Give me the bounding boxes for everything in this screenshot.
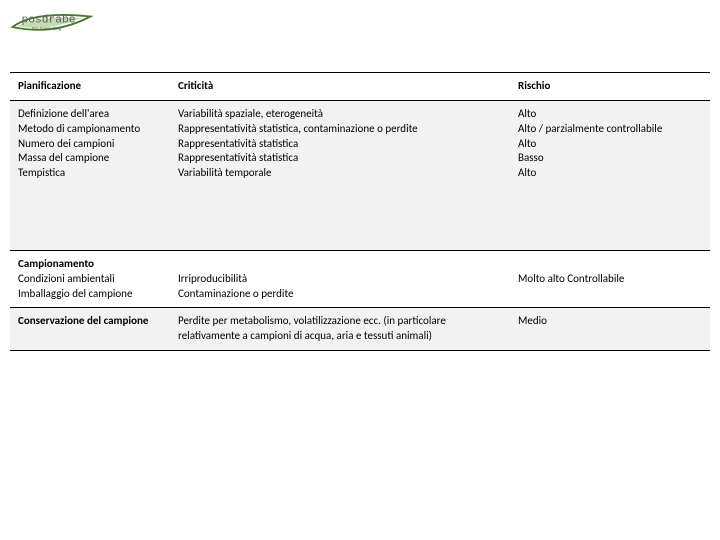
section-heading: Conservazione del campione — [18, 314, 162, 329]
plan-item: Massa del campione — [18, 151, 162, 166]
section-conservazione: Conservazione del campione Perdite per m… — [10, 308, 710, 351]
conservazione-items: Conservazione del campione — [10, 308, 170, 351]
plan-item: Condizioni ambientali — [18, 272, 162, 287]
risk-item: Basso — [518, 151, 702, 166]
risk-item: Alto — [518, 107, 702, 122]
col-header-risk: Rischio — [510, 73, 710, 101]
plan-item: Metodo di campionamento — [18, 122, 162, 137]
logo-text: posdrabe — [22, 15, 76, 27]
pianificazione-rischio: Alto Alto / parzialmente controllabile A… — [510, 100, 710, 250]
risk-item: Alto — [518, 166, 702, 181]
risk-item: Molto alto Controllabile — [518, 272, 702, 287]
risk-item: Alto — [518, 137, 702, 152]
crit-item: Rappresentatività statistica — [178, 151, 502, 166]
crit-item: Irriproducibilità — [178, 272, 502, 287]
criticality-table: Pianificazione Criticità Rischio Definiz… — [10, 72, 710, 351]
pianificazione-criticita: Variabilità spaziale, eterogeneità Rappr… — [170, 100, 510, 250]
plan-item: Tempistica — [18, 166, 162, 181]
plan-item: Imballaggio del campione — [18, 287, 162, 302]
risk-item: Alto / parzialmente controllabile — [518, 122, 702, 137]
plan-item: Definizione dell'area — [18, 107, 162, 122]
crit-item: Variabilità temporale — [178, 166, 502, 181]
campionamento-criticita: Irriproducibilità Contaminazione o perdi… — [170, 250, 510, 308]
campionamento-items: Campionamento Condizioni ambientali Imba… — [10, 250, 170, 308]
section-heading: Campionamento — [18, 257, 162, 272]
crit-item: Contaminazione o perdite — [178, 287, 502, 302]
pianificazione-items: Definizione dell'area Metodo di campiona… — [10, 100, 170, 250]
section-campionamento: Campionamento Condizioni ambientali Imba… — [10, 250, 710, 308]
risk-item: Medio — [518, 314, 702, 329]
crit-item: Variabilità spaziale, eterogeneità — [178, 107, 502, 122]
campionamento-rischio: Molto alto Controllabile — [510, 250, 710, 308]
crit-item: Rappresentatività statistica — [178, 137, 502, 152]
table-header-row: Pianificazione Criticità Rischio — [10, 73, 710, 101]
conservazione-criticita: Perdite per metabolismo, volatilizzazion… — [170, 308, 510, 351]
conservazione-rischio: Medio — [510, 308, 710, 351]
crit-item: Rappresentatività statistica, contaminaz… — [178, 122, 502, 137]
crit-item: Perdite per metabolismo, volatilizzazion… — [178, 314, 502, 344]
col-header-crit: Criticità — [170, 73, 510, 101]
logo-subtext: Bio Consulting — [32, 26, 62, 31]
col-header-plan: Pianificazione — [10, 73, 170, 101]
brand-logo: posdrabe Bio Consulting — [8, 6, 98, 42]
section-pianificazione: Definizione dell'area Metodo di campiona… — [10, 100, 710, 250]
plan-item: Numero dei campioni — [18, 137, 162, 152]
